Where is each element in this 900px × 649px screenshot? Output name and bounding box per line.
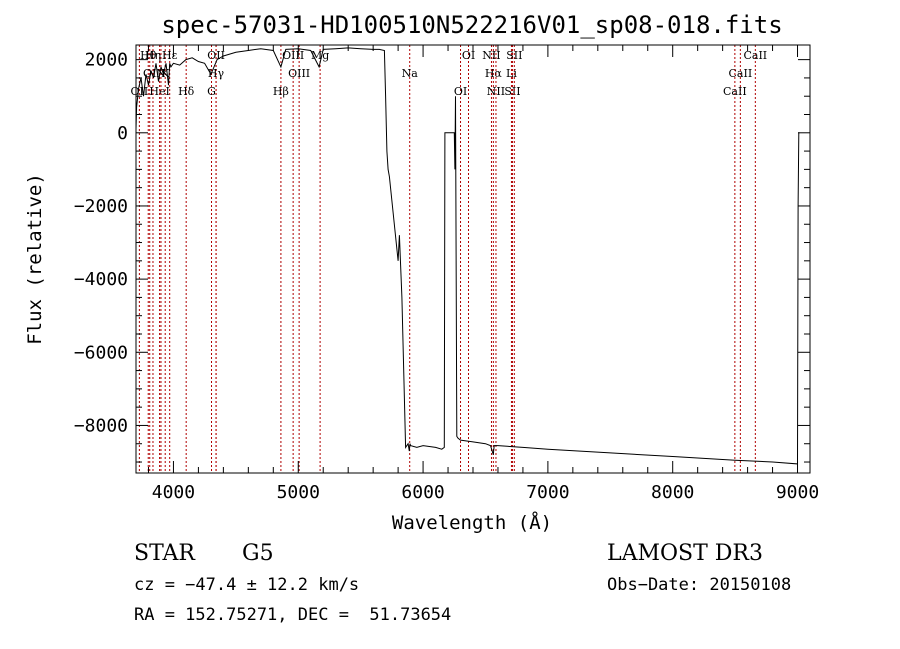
- line-marker-label: Hβ: [273, 85, 289, 98]
- line-marker-label: OIII: [288, 67, 310, 80]
- line-marker-label: Hε: [162, 49, 178, 62]
- redshift-text: cz = −47.4 ± 12.2 km/s: [134, 575, 359, 595]
- line-marker-label: Hα: [485, 67, 503, 80]
- axis-ticks: 4000 5000 6000 7000 8000 9000 −8000 −6000 −4000 −…: [74, 45, 819, 503]
- y-tick-label: −2000: [74, 196, 128, 217]
- line-marker-label: Mg: [311, 49, 329, 62]
- line-marker-label: NII: [487, 85, 505, 98]
- y-tick-label: −4000: [74, 269, 128, 290]
- survey-label: LAMOST DR3: [607, 541, 763, 566]
- line-marker-label: Hδ: [178, 85, 195, 98]
- x-tick-label: 6000: [401, 482, 444, 503]
- chart-title: spec-57031-HD100510N522216V01_sp08-018.f…: [161, 11, 782, 39]
- spectrum-line: [136, 47, 800, 465]
- y-tick-label: 2000: [85, 50, 128, 71]
- line-marker-label: OI: [454, 85, 467, 98]
- obs-date-text: Obs−Date: 20150108: [607, 575, 791, 595]
- x-axis-label: Wavelength (Å): [392, 511, 552, 534]
- y-tick-label: 0: [117, 123, 128, 144]
- line-marker-label: Na: [402, 67, 419, 80]
- line-marker-label: CaII: [723, 85, 747, 98]
- x-tick-label: 9000: [776, 482, 819, 503]
- object-class: STAR: [134, 541, 196, 566]
- coordinates-text: RA = 152.75271, DEC = 51.73654: [134, 605, 451, 625]
- line-marker-label: HeI: [149, 85, 169, 98]
- x-tick-label: 7000: [526, 482, 569, 503]
- object-subclass: G5: [242, 541, 274, 566]
- line-marker-label: K: [161, 67, 170, 80]
- line-marker-label: SII: [504, 85, 520, 98]
- line-marker-label: CaII: [729, 67, 753, 80]
- y-tick-label: −6000: [74, 342, 128, 363]
- x-tick-label: 5000: [277, 482, 320, 503]
- y-axis-label: Flux (relative): [24, 173, 46, 345]
- x-tick-label: 8000: [651, 482, 694, 503]
- line-marker-label: N: [156, 67, 166, 80]
- line-marker-label: CaII: [743, 49, 767, 62]
- plot-frame: [135, 44, 811, 474]
- line-marker-label: Li: [506, 67, 517, 80]
- x-tick-label: 4000: [152, 482, 195, 503]
- line-marker-label: G: [207, 85, 216, 98]
- line-marker-label: SII: [506, 49, 522, 62]
- line-marker-label: OI: [462, 49, 475, 62]
- y-tick-label: −8000: [74, 415, 128, 436]
- line-marker-label: Hη: [145, 49, 161, 62]
- spectral-line-markers: HθKHδOIIOIHeIHεHγOIIHηNGOIIIOIIIHβMgNaOI…: [131, 45, 767, 473]
